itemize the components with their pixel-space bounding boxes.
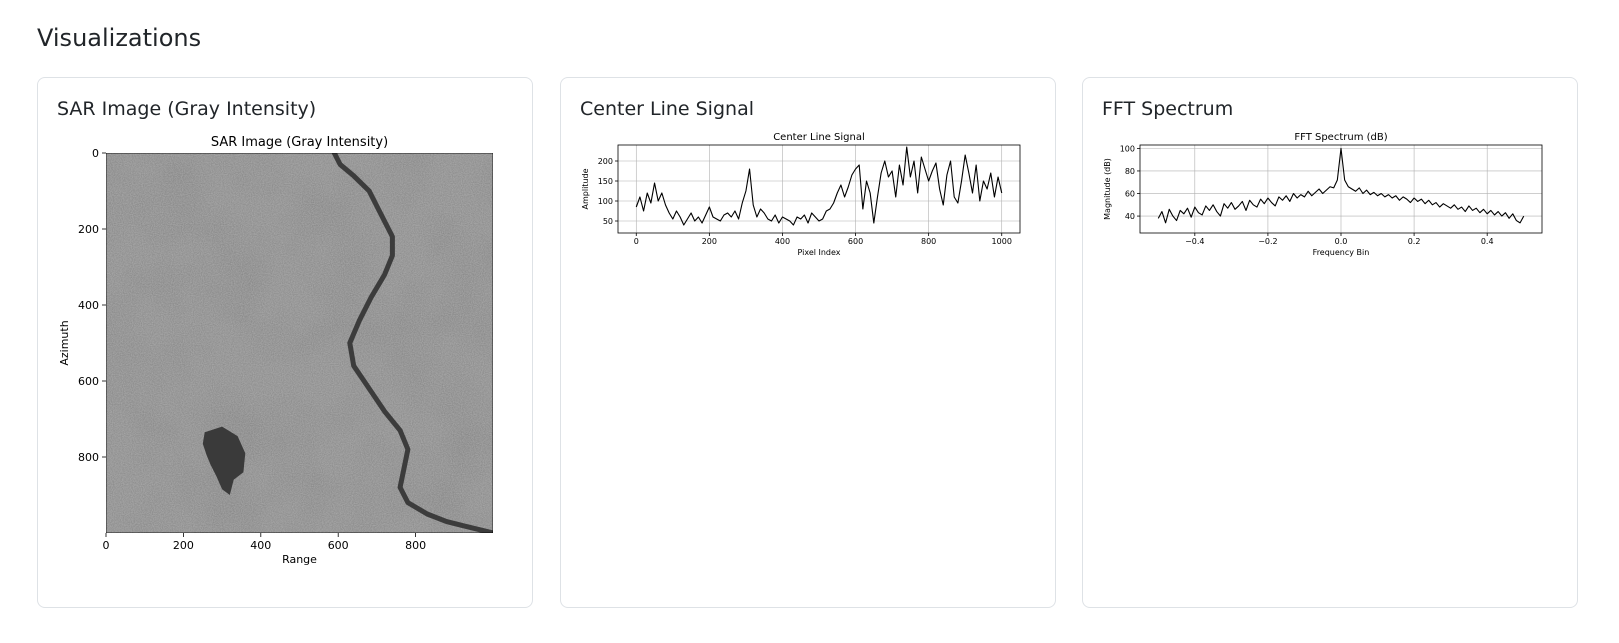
sar-x-tick-label: 600 xyxy=(328,539,349,552)
sar-river-feature xyxy=(331,153,493,533)
sar-image-speckle xyxy=(106,153,493,533)
fft-x-tick-label: 0.0 xyxy=(1335,237,1348,246)
fft-y-tick-label: 80 xyxy=(1125,167,1135,176)
fft-y-axis-label: Magnitude (dB) xyxy=(1103,158,1112,220)
center-x-axis-label: Pixel Index xyxy=(797,248,840,257)
fft-x-axis-label: Frequency Bin xyxy=(1313,248,1370,257)
fft-x-tick-label: 0.4 xyxy=(1481,237,1494,246)
sar-x-tick-label: 0 xyxy=(103,539,110,552)
fft-spectrum-card: FFT Spectrum −0.4 −0.2 0.0 0.2 0.4 40 60 80 100 … xyxy=(1082,77,1578,608)
center-x-tick-label: 1000 xyxy=(992,237,1012,246)
center-x-tick-label: 0 xyxy=(634,237,639,246)
center-x-tick-label: 800 xyxy=(921,237,936,246)
sar-x-tick-label: 800 xyxy=(405,539,426,552)
fft-spectrum-plot: −0.4 −0.2 0.0 0.2 0.4 40 60 80 100 FFT Spectrum … xyxy=(1103,132,1543,257)
fft-plot-frame xyxy=(1139,144,1543,234)
center-series-line-0 xyxy=(635,146,1003,226)
card-title: SAR Image (Gray Intensity) xyxy=(57,98,317,120)
center-x-tick-label: 600 xyxy=(848,237,863,246)
sar-x-axis-label: Range xyxy=(282,553,317,566)
fft-y-tick-label: 40 xyxy=(1125,212,1135,221)
fft-plot-title: FFT Spectrum (dB) xyxy=(1294,132,1387,143)
sar-image-card: SAR Image (Gray Intensity) 0 200 400 600 800… xyxy=(37,77,533,608)
fft-series-line-0 xyxy=(1157,147,1525,224)
center-plot-frame xyxy=(617,144,1021,234)
sar-y-axis-label: Azimuth xyxy=(58,320,71,365)
center-x-tick-label: 200 xyxy=(702,237,717,246)
sar-y-tick-label: 0 xyxy=(92,147,99,160)
center-line-plot: 0 200 400 600 800 1000 50 100 150 200 Center Line… xyxy=(581,132,1021,257)
center-y-tick-label: 200 xyxy=(598,157,613,166)
fft-x-tick-label: 0.2 xyxy=(1408,237,1421,246)
sar-y-tick-label: 600 xyxy=(78,375,99,388)
center-x-tick-label: 400 xyxy=(775,237,790,246)
sar-image-plot: 0 200 400 600 800 0 200 400 600 800 SAR Image (Gr… xyxy=(58,135,493,566)
sar-y-tick-label: 200 xyxy=(78,223,99,236)
fft-y-tick-label: 100 xyxy=(1120,144,1135,153)
center-y-axis-label: Amplitude xyxy=(581,168,590,209)
sar-x-tick-label: 400 xyxy=(250,539,271,552)
center-y-tick-label: 50 xyxy=(603,217,613,226)
sar-plot-title: SAR Image (Gray Intensity) xyxy=(211,135,388,150)
center-plot-title: Center Line Signal xyxy=(773,132,865,143)
sar-lake-feature xyxy=(202,426,246,495)
sar-y-tick-label: 400 xyxy=(78,299,99,312)
card-title: Center Line Signal xyxy=(580,98,754,120)
center-y-tick-label: 150 xyxy=(598,177,613,186)
card-title: FFT Spectrum xyxy=(1102,98,1234,120)
sar-x-tick-label: 200 xyxy=(173,539,194,552)
center-line-card: Center Line Signal 0 200 400 600 800 1000 50 10… xyxy=(560,77,1056,608)
fft-x-tick-label: −0.4 xyxy=(1185,237,1204,246)
fft-x-tick-label: −0.2 xyxy=(1258,237,1277,246)
center-y-tick-label: 100 xyxy=(598,197,613,206)
fft-y-tick-label: 60 xyxy=(1125,190,1135,199)
sar-y-tick-label: 800 xyxy=(78,451,99,464)
section-title: Visualizations xyxy=(37,24,202,52)
